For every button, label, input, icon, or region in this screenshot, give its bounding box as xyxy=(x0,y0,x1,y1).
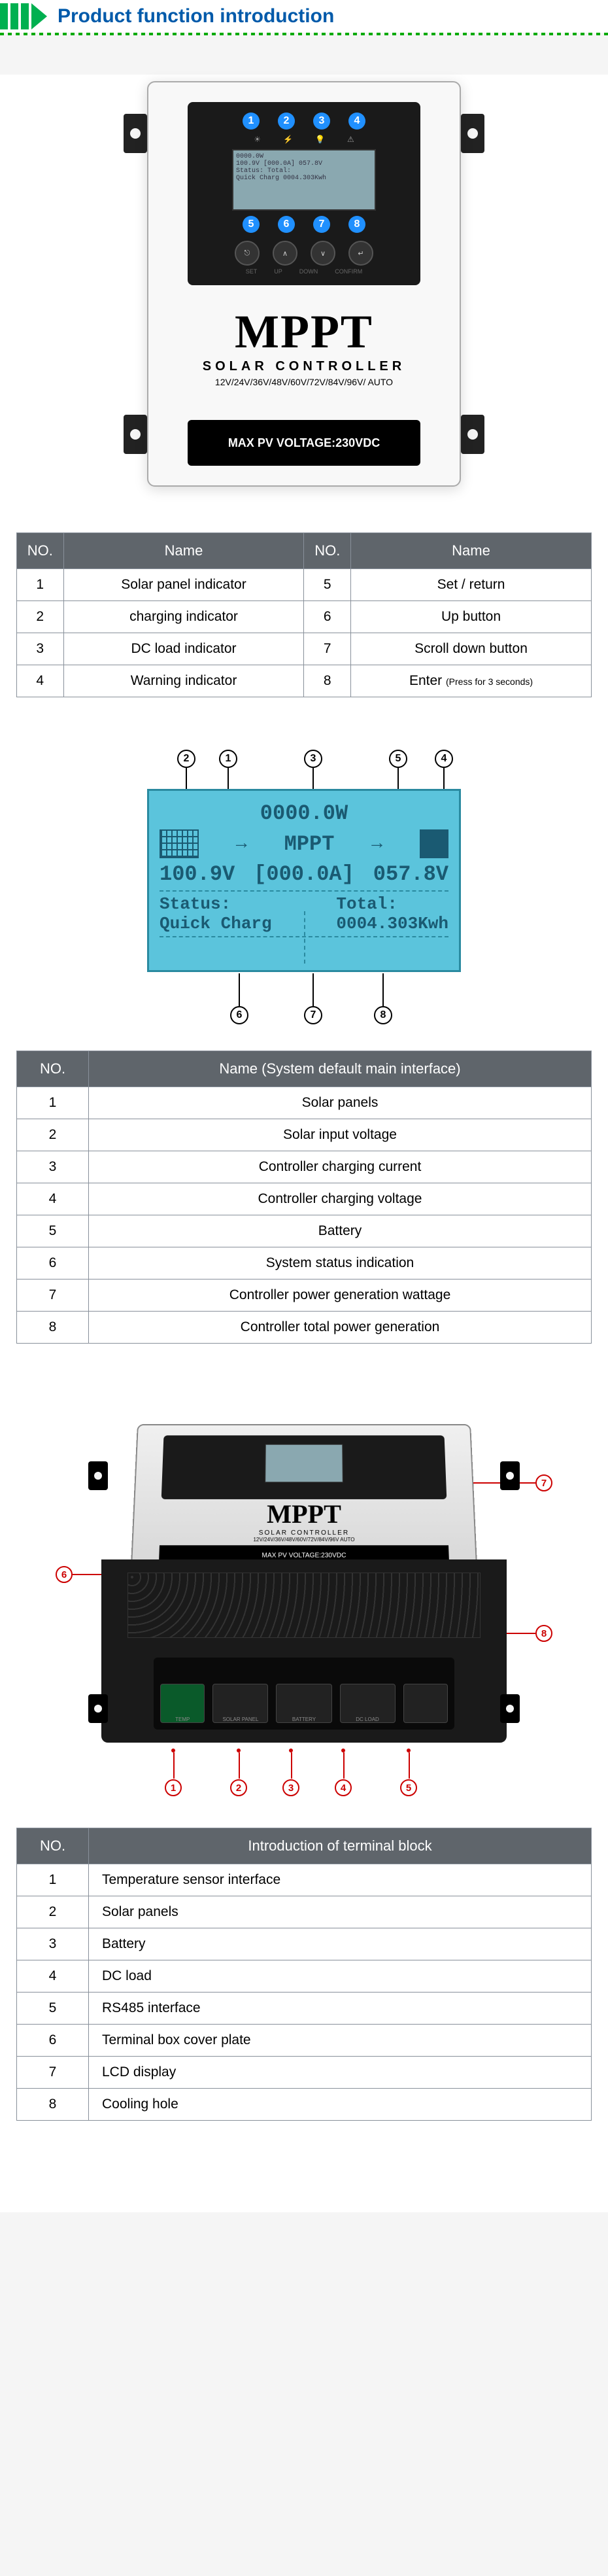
table2-header-no: NO. xyxy=(17,1051,89,1087)
device-front-view: 1 2 3 4 ☀ ⚡ 💡 ⚠ 0000.0W 100.9V [000.0A] … xyxy=(0,75,608,532)
lcd-screen-small: 0000.0W 100.9V [000.0A] 057.8V Status: T… xyxy=(232,149,376,211)
red-callout-1: 1 xyxy=(165,1779,182,1796)
lcd-total-label: Total: xyxy=(336,894,397,914)
table-row: 3Battery xyxy=(17,1928,592,1960)
red-callout-3: 3 xyxy=(282,1779,299,1796)
lcd-power: 0000.0W xyxy=(260,801,348,826)
up-button: ∧ xyxy=(273,241,297,266)
table-row: 6Terminal box cover plate xyxy=(17,2025,592,2057)
maxpv-bar: MAX PV VOLTAGE:230VDC xyxy=(188,420,420,466)
callout-5: 5 xyxy=(389,750,407,768)
table-row: 4 Warning indicator 8 Enter (Press for 3… xyxy=(17,665,592,697)
rs485-port xyxy=(403,1684,448,1723)
red-callout-2: 2 xyxy=(230,1779,247,1796)
red-callout-8: 8 xyxy=(535,1625,552,1642)
red-callout-4: 4 xyxy=(335,1779,352,1796)
table-row: 1Solar panels xyxy=(17,1087,592,1119)
set-button: ⎋ xyxy=(235,241,260,266)
btn-label-down: DOWN xyxy=(299,268,318,275)
table-row: 4Controller charging voltage xyxy=(17,1183,592,1215)
green-arrow-icon xyxy=(0,3,58,29)
bulb-icon: 💡 xyxy=(315,135,325,144)
table2-header-name: Name (System default main interface) xyxy=(89,1051,592,1087)
table1-header-name2: Name xyxy=(351,533,592,569)
red-callout-7: 7 xyxy=(535,1474,552,1491)
button-label-8: 8 xyxy=(348,216,365,233)
table1-header-no1: NO. xyxy=(17,533,64,569)
lcd-brand: MPPT xyxy=(284,832,335,856)
table-row: 2Solar input voltage xyxy=(17,1119,592,1151)
lcd-status-label: Status: xyxy=(160,894,231,914)
table-row: 7Controller power generation wattage xyxy=(17,1279,592,1312)
lcd-solar-v: 100.9V xyxy=(160,862,235,886)
section-header: Product function introduction xyxy=(0,0,608,33)
cooling-mesh xyxy=(127,1573,481,1638)
controller-label: SOLAR CONTROLLER xyxy=(188,359,420,374)
solar-port: SOLAR PANEL xyxy=(212,1684,268,1723)
lcd-batt-v: 057.8V xyxy=(373,862,448,886)
callout-2: 2 xyxy=(177,750,195,768)
table3-header-name: Introduction of terminal block xyxy=(89,1828,592,1864)
battery-icon xyxy=(420,829,448,858)
sun-icon: ☀ xyxy=(254,135,261,144)
voltages-label: 12V/24V/36V/48V/60V/72V/84V/96V/ AUTO xyxy=(188,377,420,387)
temp-port: TEMP xyxy=(160,1684,205,1723)
divider-dashed xyxy=(0,33,608,35)
mppt-logo: MPPT xyxy=(188,305,420,359)
lcd-current: [000.0A] xyxy=(254,862,354,886)
enter-button: ↵ xyxy=(348,241,373,266)
terminal-device-view: 6 7 8 MPPT SOLAR CONTROLLER 12V/24V/36V/… xyxy=(56,1409,552,1801)
table1-header-name1: Name xyxy=(63,533,304,569)
callout-6: 6 xyxy=(230,1006,248,1024)
td-voltages-label: 12V/24V/36V/48V/60V/72V/84V/96V AUTO xyxy=(133,1537,475,1542)
table-row: 6System status indication xyxy=(17,1247,592,1279)
indicator-label-3: 3 xyxy=(313,113,330,130)
red-callout-5: 5 xyxy=(400,1779,417,1796)
btn-label-up: UP xyxy=(274,268,282,275)
button-label-7: 7 xyxy=(313,216,330,233)
bolt-icon: ⚡ xyxy=(283,135,293,144)
table-row: 2 charging indicator 6 Up button xyxy=(17,601,592,633)
callout-1: 1 xyxy=(219,750,237,768)
lcd-interface-table: NO. Name (System default main interface)… xyxy=(16,1051,592,1344)
red-callout-6: 6 xyxy=(56,1566,73,1583)
lcd-status-val: Quick Charg xyxy=(160,914,272,933)
btn-label-confirm: CONFIRM xyxy=(335,268,362,275)
terminal-block-table: NO. Introduction of terminal block 1Temp… xyxy=(16,1828,592,2121)
button-label-6: 6 xyxy=(278,216,295,233)
td-controller-label: SOLAR CONTROLLER xyxy=(133,1529,475,1537)
table-row: 3Controller charging current xyxy=(17,1151,592,1183)
callout-7: 7 xyxy=(304,1006,322,1024)
table-row: 8Cooling hole xyxy=(17,2089,592,2121)
table-row: 5RS485 interface xyxy=(17,1993,592,2025)
callout-8: 8 xyxy=(374,1006,392,1024)
section-title: Product function introduction xyxy=(58,5,334,27)
table-row: 5Battery xyxy=(17,1215,592,1247)
battery-port: BATTERY xyxy=(276,1684,331,1723)
indicator-label-4: 4 xyxy=(348,113,365,130)
solar-panel-icon xyxy=(160,829,199,858)
lcd-diagram: 2 1 3 5 4 0000.0W → MPPT → 100.9V [000.0… xyxy=(121,750,487,1024)
table-row: 7LCD display xyxy=(17,2057,592,2089)
table-row: 1 Solar panel indicator 5 Set / return xyxy=(17,569,592,601)
indicator-label-2: 2 xyxy=(278,113,295,130)
lcd-total-val: 0004.303Kwh xyxy=(336,914,448,933)
warning-icon: ⚠ xyxy=(347,135,354,144)
table-row: 1Temperature sensor interface xyxy=(17,1864,592,1896)
down-button: ∨ xyxy=(311,241,335,266)
btn-label-set: SET xyxy=(246,268,258,275)
dcload-port: DC LOAD xyxy=(340,1684,396,1723)
callout-3: 3 xyxy=(304,750,322,768)
table-row: 2Solar panels xyxy=(17,1896,592,1928)
td-mppt-logo: MPPT xyxy=(134,1499,475,1529)
callout-4: 4 xyxy=(435,750,453,768)
table-row: 4DC load xyxy=(17,1960,592,1993)
table-row: 8Controller total power generation xyxy=(17,1312,592,1344)
table-row: 3 DC load indicator 7 Scroll down button xyxy=(17,633,592,665)
indicator-label-1: 1 xyxy=(243,113,260,130)
indicator-table: NO. Name NO. Name 1 Solar panel indicato… xyxy=(16,532,592,697)
button-label-5: 5 xyxy=(243,216,260,233)
table1-header-no2: NO. xyxy=(304,533,351,569)
table3-header-no: NO. xyxy=(17,1828,89,1864)
